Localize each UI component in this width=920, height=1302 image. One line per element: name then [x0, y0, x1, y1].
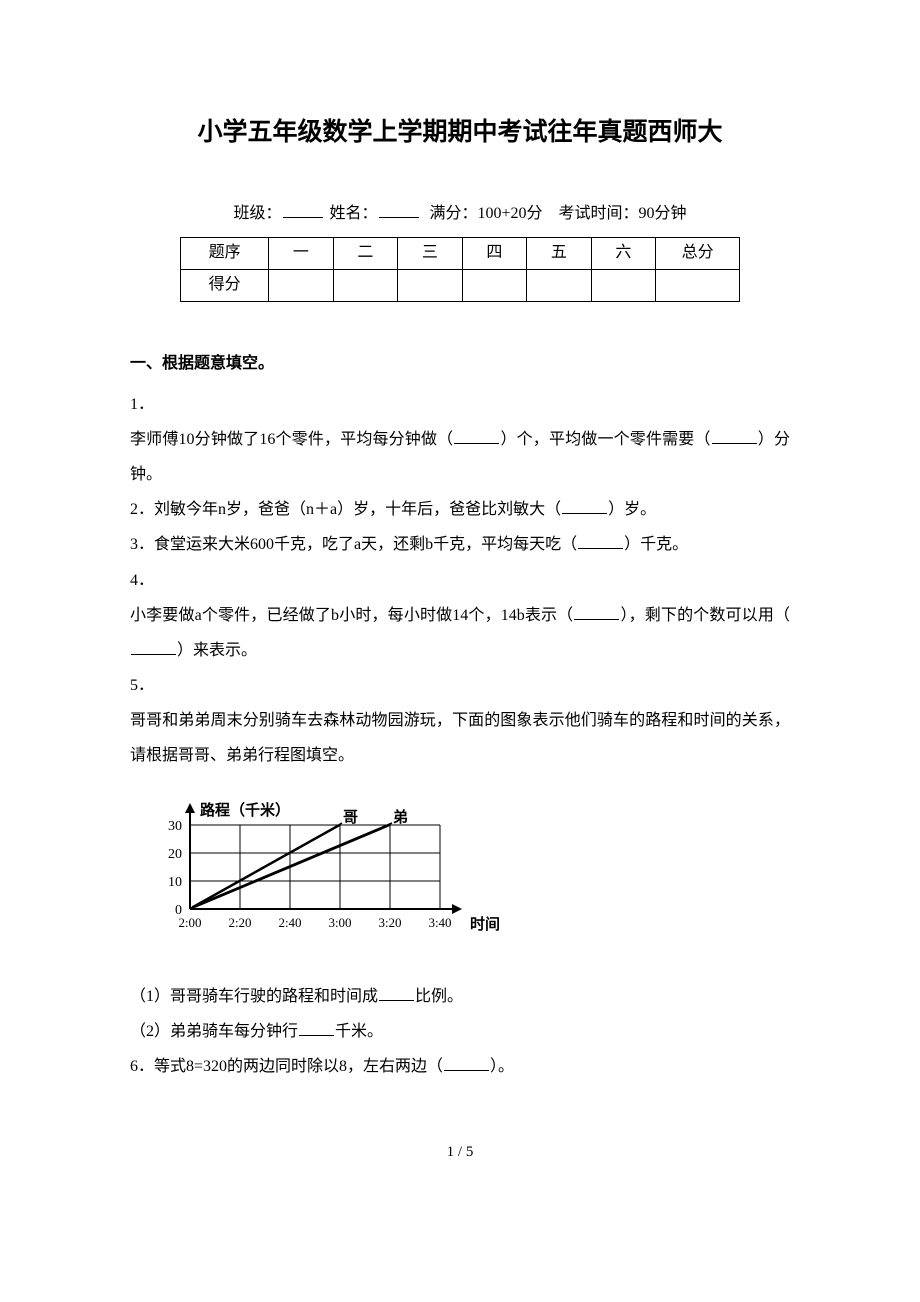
class-blank[interactable] [283, 202, 323, 218]
row-label: 题序 [181, 237, 269, 269]
question-4: 4． 小李要做a个零件，已经做了b小时，每小时做14个，14b表示（ ），剩下的个… [130, 563, 790, 669]
svg-text:2:00: 2:00 [178, 915, 201, 930]
col-header: 五 [527, 237, 592, 269]
question-number: 1． [130, 396, 154, 413]
svg-text:20: 20 [168, 847, 182, 862]
question-text: 哥哥和弟弟周末分别骑车去森林动物园游玩，下面的图象表示他们骑车的路程和时间的关系… [130, 712, 790, 764]
question-1: 1． 李师傅10分钟做了16个零件，平均每分钟做（）个，平均做一个零件需要（）分… [130, 387, 790, 493]
question-5-sub2: （2）弟弟骑车每分钟行 千米。 [130, 1014, 790, 1049]
score-cell[interactable] [269, 269, 334, 301]
col-header: 总分 [656, 237, 740, 269]
answer-blank[interactable] [444, 1055, 489, 1071]
question-6: 6．等式8=320的两边同时除以8，左右两边（ ）。 [130, 1049, 790, 1084]
score-cell[interactable] [591, 269, 656, 301]
svg-text:3:40: 3:40 [428, 915, 451, 930]
question-text: 小李要做a个零件，已经做了b小时，每小时做14个，14b表示（ [130, 607, 573, 624]
answer-blank[interactable] [131, 639, 176, 655]
question-number: 2． [130, 501, 154, 518]
svg-text:时间: 时间 [470, 915, 500, 933]
score-cell[interactable] [398, 269, 463, 301]
answer-blank[interactable] [379, 985, 414, 1001]
question-text: 千米。 [335, 1023, 383, 1040]
exam-info-line: 班级： 姓名： 满分：100+20分 考试时间：90分钟 [130, 200, 790, 229]
question-text: 李师傅10分钟做了16个零件，平均每分钟做（ [130, 431, 453, 448]
svg-text:10: 10 [168, 875, 182, 890]
answer-blank[interactable] [562, 498, 607, 514]
answer-blank[interactable] [299, 1020, 334, 1036]
question-text: 比例。 [415, 988, 463, 1005]
question-text: ）千克。 [624, 536, 688, 553]
chart-svg: 路程（千米）时间30201002:002:202:403:003:203:40哥… [140, 794, 510, 954]
table-row: 得分 [181, 269, 740, 301]
svg-text:3:20: 3:20 [378, 915, 401, 930]
svg-text:30: 30 [168, 819, 182, 834]
answer-blank[interactable] [454, 428, 499, 444]
class-label: 班级： [233, 205, 281, 222]
question-text: 食堂运来大米600千克，吃了a天，还剩b千克，平均每天吃（ [154, 536, 577, 553]
page-title: 小学五年级数学上学期期中考试往年真题西师大 [130, 110, 790, 155]
score-cell[interactable] [527, 269, 592, 301]
answer-blank[interactable] [712, 428, 757, 444]
col-header: 六 [591, 237, 656, 269]
question-5-sub1: （1）哥哥骑车行驶的路程和时间成 比例。 [130, 979, 790, 1014]
col-header: 一 [269, 237, 334, 269]
section-heading: 一、根据题意填空。 [130, 350, 790, 379]
table-row: 题序 一 二 三 四 五 六 总分 [181, 237, 740, 269]
col-header: 三 [398, 237, 463, 269]
line-chart: 路程（千米）时间30201002:002:202:403:003:203:40哥… [140, 794, 790, 954]
score-cell[interactable] [656, 269, 740, 301]
question-number: 4． [130, 572, 154, 589]
svg-text:哥: 哥 [343, 809, 358, 826]
question-text: 等式8=320的两边同时除以8，左右两边（ [154, 1058, 443, 1075]
col-header: 二 [333, 237, 398, 269]
question-3: 3．食堂运来大米600千克，吃了a天，还剩b千克，平均每天吃（ ）千克。 [130, 527, 790, 562]
question-text: ）个，平均做一个零件需要（ [500, 431, 710, 448]
col-header: 四 [462, 237, 527, 269]
question-text: （2）弟弟骑车每分钟行 [130, 1023, 298, 1040]
name-blank[interactable] [379, 202, 419, 218]
svg-text:路程（千米）: 路程（千米） [200, 801, 290, 819]
answer-blank[interactable] [578, 533, 623, 549]
question-number: 6． [130, 1058, 154, 1075]
row-label: 得分 [181, 269, 269, 301]
question-text: ）。 [490, 1058, 514, 1075]
question-number: 5． [130, 677, 154, 694]
question-text: 刘敏今年n岁，爸爸（n＋a）岁，十年后，爸爸比刘敏大（ [154, 501, 561, 518]
score-cell[interactable] [462, 269, 527, 301]
svg-text:3:00: 3:00 [328, 915, 351, 930]
question-5: 5． 哥哥和弟弟周末分别骑车去森林动物园游玩，下面的图象表示他们骑车的路程和时间… [130, 668, 790, 774]
question-text: ）来表示。 [177, 642, 257, 659]
question-text: ）岁。 [608, 501, 656, 518]
question-2: 2．刘敏今年n岁，爸爸（n＋a）岁，十年后，爸爸比刘敏大（ ）岁。 [130, 492, 790, 527]
answer-blank[interactable] [574, 604, 619, 620]
svg-text:2:40: 2:40 [278, 915, 301, 930]
page-number: 1 / 5 [130, 1139, 790, 1166]
svg-text:弟: 弟 [393, 808, 408, 826]
time-label: 考试时间：90分钟 [559, 205, 687, 222]
question-text: ），剩下的个数可以用（ [620, 607, 790, 624]
question-text: （1）哥哥骑车行驶的路程和时间成 [130, 988, 378, 1005]
question-number: 3． [130, 536, 154, 553]
score-table: 题序 一 二 三 四 五 六 总分 得分 [180, 237, 740, 302]
fullscore-label: 满分：100+20分 [429, 205, 542, 222]
svg-text:2:20: 2:20 [228, 915, 251, 930]
name-label: 姓名： [329, 205, 377, 222]
score-cell[interactable] [333, 269, 398, 301]
